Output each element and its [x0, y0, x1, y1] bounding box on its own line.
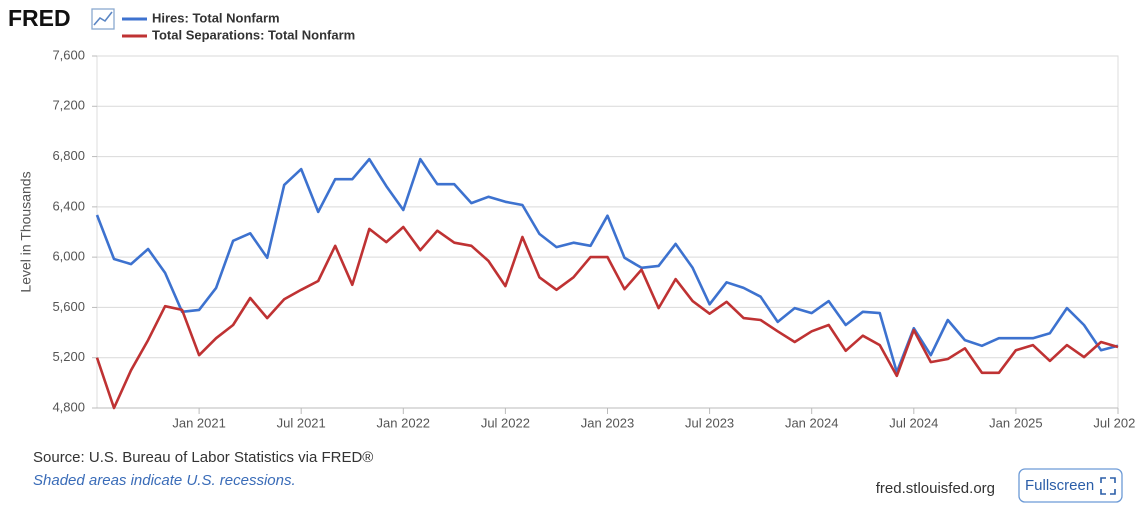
x-tick-label: Jul 2023 — [685, 415, 734, 430]
button-frame[interactable] — [1018, 468, 1123, 503]
y-tick-label: 6,400 — [52, 198, 85, 213]
y-tick-label: 5,600 — [52, 299, 85, 314]
x-tick-label: Jan 2021 — [172, 415, 226, 430]
plot-area — [96, 55, 1119, 409]
y-tick-label: 7,200 — [52, 98, 85, 113]
y-tick-label: 7,600 — [52, 47, 85, 62]
x-tick-label: Jul 2024 — [889, 415, 938, 430]
x-tick-label: Jul 2025 — [1093, 415, 1136, 430]
x-tick-label: Jul 2021 — [277, 415, 326, 430]
x-tick-label: Jan 2023 — [581, 415, 635, 430]
logo-icon — [91, 8, 115, 30]
fullscreen-button[interactable]: Fullscreen — [1018, 468, 1123, 503]
recession-note: Shaded areas indicate U.S. recessions. — [33, 472, 296, 489]
x-tick-label: Jan 2024 — [785, 415, 839, 430]
x-tick-label: Jan 2022 — [377, 415, 431, 430]
series-line — [95, 157, 1119, 374]
legend-label: Hires: Total Nonfarm — [152, 10, 280, 25]
button-icon[interactable] — [1100, 477, 1116, 495]
logo: FRED — [8, 5, 71, 31]
y-axis-label: Level in Thousands — [18, 171, 34, 292]
source: Source: U.S. Bureau of Labor Statistics … — [33, 449, 373, 466]
y-tick-label: 4,800 — [52, 399, 85, 414]
button-label[interactable]: Fullscreen — [1025, 477, 1094, 494]
x-tick-label: Jul 2022 — [481, 415, 530, 430]
legend-label: Total Separations: Total Nonfarm — [152, 27, 355, 42]
y-tick-label: 6,800 — [52, 148, 85, 163]
series-line — [95, 225, 1119, 410]
x-tick-label: Jan 2025 — [989, 415, 1043, 430]
y-tick-label: 5,200 — [52, 349, 85, 364]
site-link[interactable]: fred.stlouisfed.org — [876, 480, 995, 497]
y-tick-label: 6,000 — [52, 249, 85, 264]
